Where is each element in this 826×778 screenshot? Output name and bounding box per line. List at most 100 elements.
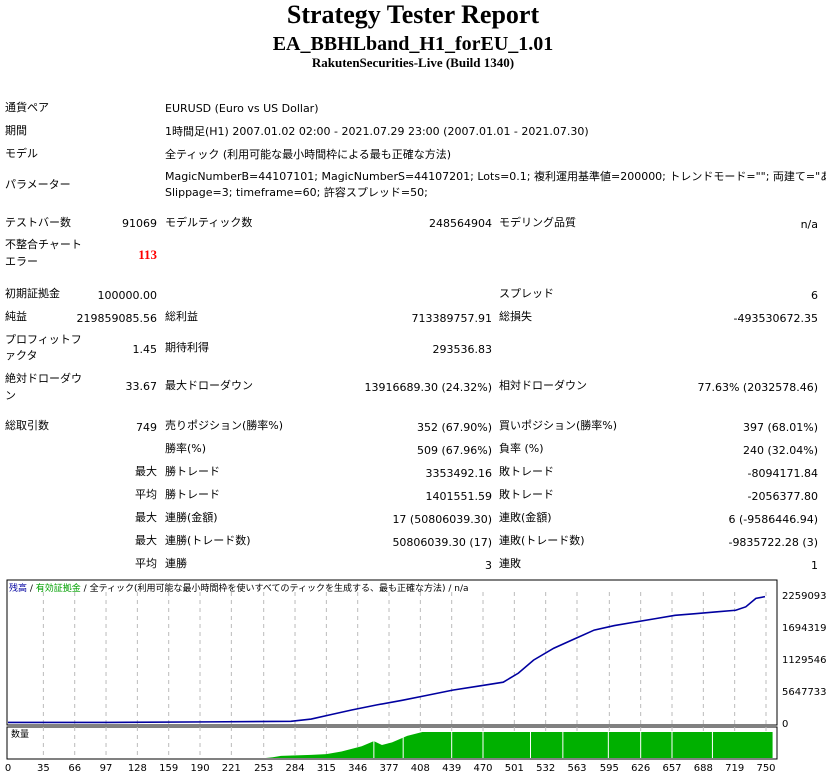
main-panel	[6, 579, 778, 726]
stat-rel-dd: 77.63% (2032578.46)	[697, 381, 818, 394]
legend-model: 全ティック(利用可能な最小時間枠を使いすべてのティックを生成する、最も正確な方法…	[90, 582, 446, 594]
stat-ticks-label: モデルティック数	[165, 216, 253, 229]
period-label: 期間	[5, 124, 27, 137]
stat-avg-label: 平均	[135, 557, 157, 570]
stat-largest-win: 3353492.16	[425, 467, 492, 480]
stat-avg-win-label: 勝トレード	[165, 488, 220, 501]
stat-loss: 240 (32.04%)	[742, 444, 818, 457]
stat-win: 509 (67.96%)	[416, 444, 492, 457]
stat-avg-cons-win: 3	[485, 559, 492, 572]
stat-win-label: 勝率(%)	[165, 442, 207, 455]
x-tick-label: 159	[159, 763, 178, 774]
stat-long-label: 買いポジション(勝率%)	[499, 419, 618, 432]
volume-label: 数量	[11, 728, 29, 740]
x-tick-label: 128	[128, 763, 147, 774]
x-tick-label: 563	[567, 763, 586, 774]
x-tick-label: 221	[222, 763, 241, 774]
x-tick-label: 626	[631, 763, 650, 774]
x-tick-label: 66	[68, 763, 81, 774]
x-tick-label: 439	[442, 763, 461, 774]
x-tick-label: 315	[317, 763, 336, 774]
x-tick-label: 190	[190, 763, 209, 774]
stat-avg-win: 1401551.59	[425, 490, 492, 503]
x-tick-label: 35	[37, 763, 50, 774]
stat-max-cons-loss-label: 連敗(金額)	[499, 511, 552, 524]
stat-gross-profit-label: 総利益	[165, 310, 198, 323]
stat-largest-win-label: 勝トレード	[165, 465, 220, 478]
stat-abs-dd-label2: ン	[5, 389, 16, 402]
x-tick-label: 408	[411, 763, 430, 774]
stat-ticks: 248564904	[429, 217, 492, 230]
params-label: パラメーター	[5, 178, 71, 191]
chart-legend: 残高 / 有効証拠金 / 全ティック(利用可能な最小時間枠を使いすべてのティック…	[9, 582, 469, 594]
symbol-value: EURUSD (Euro vs US Dollar)	[165, 102, 319, 115]
x-tick-label: 657	[662, 763, 681, 774]
stat-max-cons-win-label: 連勝(金額)	[165, 511, 218, 524]
x-tick-label: 0	[5, 763, 11, 774]
y-tick-label: 16943199	[782, 623, 826, 634]
stat-trades-label: 総取引数	[5, 419, 49, 432]
x-tick-label: 470	[473, 763, 492, 774]
stat-net-label: 純益	[5, 310, 27, 323]
legend-quality: n/a	[454, 584, 468, 594]
stat-abs-dd-label1: 絶対ドローダウ	[5, 372, 82, 385]
x-tick-label: 377	[379, 763, 398, 774]
stat-avg-loss-label: 敗トレード	[499, 488, 554, 501]
stat-gross-profit: 713389757.91	[411, 312, 492, 325]
stat-pf-label1: プロフィットフ	[5, 333, 82, 346]
stat-rel-dd-label: 相対ドローダウン	[499, 379, 587, 392]
stat-quality-label: モデリング品質	[499, 216, 576, 229]
y-tick-label: 5647733	[782, 687, 826, 698]
legend-sep: /	[446, 584, 455, 594]
x-tick-label: 284	[285, 763, 304, 774]
stat-max-cons-loss: 6 (-9586446.94)	[728, 513, 818, 526]
symbol-label: 通貨ペア	[5, 101, 49, 114]
stat-long: 397 (68.01%)	[742, 421, 818, 434]
stat-mismatch-label2: エラー	[5, 255, 38, 268]
stat-avg-cons-win-label: 連勝	[165, 557, 187, 570]
legend-sep: /	[81, 584, 90, 594]
legend-balance: 残高	[9, 582, 27, 594]
x-tick-label: 595	[600, 763, 619, 774]
x-tick-label: 688	[694, 763, 713, 774]
stat-pf-label2: ァクタ	[5, 349, 38, 362]
x-tick-label: 97	[100, 763, 113, 774]
stat-abs-dd: 33.67	[125, 380, 158, 393]
stat-expected: 293536.83	[432, 343, 493, 356]
stat-max-cons-lossamt-label: 連敗(トレード数)	[499, 534, 585, 547]
stat-avg-loss: -2056377.80	[747, 490, 818, 503]
stat-expected-label: 期待利得	[165, 341, 209, 354]
stat-avg-cons-loss-label: 連敗	[499, 557, 521, 570]
params-line1: MagicNumberB=44107101; MagicNumberS=4410…	[165, 170, 826, 183]
y-tick-label: 11295466	[782, 655, 826, 666]
stat-max-dd: 13916689.30 (24.32%)	[364, 381, 492, 394]
stat-gross-loss: -493530672.35	[733, 312, 818, 325]
balance-chart: 0 35 66 97 128 159 190 221 253 284 315 346 377 408 439…	[5, 579, 826, 774]
stat-mismatch-label1: 不整合チャート	[5, 238, 82, 251]
legend-sep: /	[27, 584, 36, 594]
stat-trades: 749	[136, 421, 157, 434]
stat-max-cons-profit-label: 連勝(トレード数)	[165, 534, 251, 547]
stat-max-label: 最大	[135, 511, 157, 524]
period-value: 1時間足(H1) 2007.01.02 02:00 - 2021.07.29 2…	[165, 125, 589, 138]
x-tick-label: 501	[505, 763, 524, 774]
stat-max-cons-profit: 50806039.30 (17)	[392, 536, 492, 549]
x-tick-label: 750	[756, 763, 775, 774]
legend-equity: 有効証拠金	[36, 582, 81, 594]
model-value: 全ティック (利用可能な最小時間枠による最も正確な方法)	[165, 148, 452, 161]
stat-spread-label: スプレッド	[499, 287, 554, 300]
params-line2: Slippage=3; timeframe=60; 許容スプレッド=50;	[165, 186, 428, 199]
stat-deposit: 100000.00	[97, 289, 158, 302]
expert-name: EA_BBHLband_H1_forEU_1.01	[272, 33, 554, 55]
stat-max-label: 最大	[135, 465, 157, 478]
report-title: Strategy Tester Report	[286, 0, 540, 29]
stat-net: 219859085.56	[76, 312, 157, 325]
stat-quality: n/a	[800, 218, 818, 231]
stat-gross-loss-label: 総損失	[499, 310, 532, 323]
stat-largest-loss: -8094171.84	[747, 467, 818, 480]
stat-max-cons-lossamt: -9835722.28 (3)	[728, 536, 818, 549]
stat-max-label: 最大	[135, 534, 157, 547]
x-tick-label: 532	[536, 763, 555, 774]
balance-line	[8, 595, 766, 724]
stat-pf: 1.45	[132, 343, 158, 356]
